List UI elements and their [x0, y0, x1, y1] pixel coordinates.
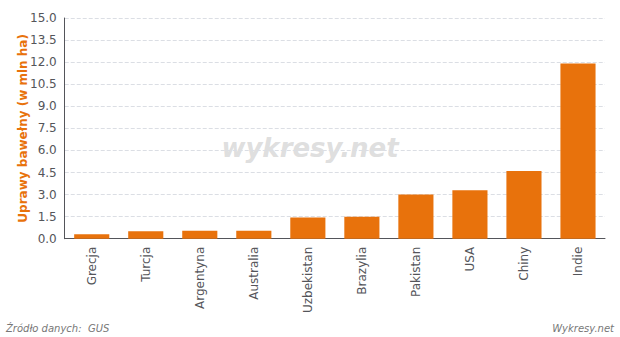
- svg-text:Indie: Indie: [571, 247, 585, 276]
- svg-text:3.0: 3.0: [38, 188, 57, 202]
- svg-text:USA: USA: [463, 246, 477, 272]
- svg-text:Wykresy.net: Wykresy.net: [552, 323, 615, 334]
- svg-text:wykresy.net: wykresy.net: [221, 133, 400, 163]
- svg-text:9.0: 9.0: [38, 99, 57, 113]
- svg-text:Chiny: Chiny: [517, 247, 531, 281]
- svg-text:12.0: 12.0: [30, 55, 57, 69]
- svg-text:Grecja: Grecja: [85, 247, 99, 286]
- svg-text:Turcja: Turcja: [139, 247, 153, 283]
- svg-text:15.0: 15.0: [30, 11, 57, 25]
- svg-text:0.0: 0.0: [38, 232, 57, 246]
- svg-text:Pakistan: Pakistan: [409, 247, 423, 297]
- svg-text:1.5: 1.5: [38, 210, 57, 224]
- svg-text:10.5: 10.5: [30, 77, 57, 91]
- svg-text:Brazylia: Brazylia: [355, 247, 369, 295]
- svg-text:13.5: 13.5: [30, 33, 57, 47]
- svg-text:Źródło danych: GUS: Źródło danych: GUS: [5, 322, 110, 334]
- svg-text:Uzbekistan: Uzbekistan: [301, 247, 315, 313]
- svg-text:Uprawy bawełny (w mln ha): Uprawy bawełny (w mln ha): [16, 34, 30, 223]
- svg-text:7.5: 7.5: [38, 121, 57, 135]
- svg-text:Argentyna: Argentyna: [193, 247, 207, 309]
- svg-text:6.0: 6.0: [38, 143, 57, 157]
- svg-text:4.5: 4.5: [38, 166, 57, 180]
- svg-text:Australia: Australia: [247, 247, 261, 300]
